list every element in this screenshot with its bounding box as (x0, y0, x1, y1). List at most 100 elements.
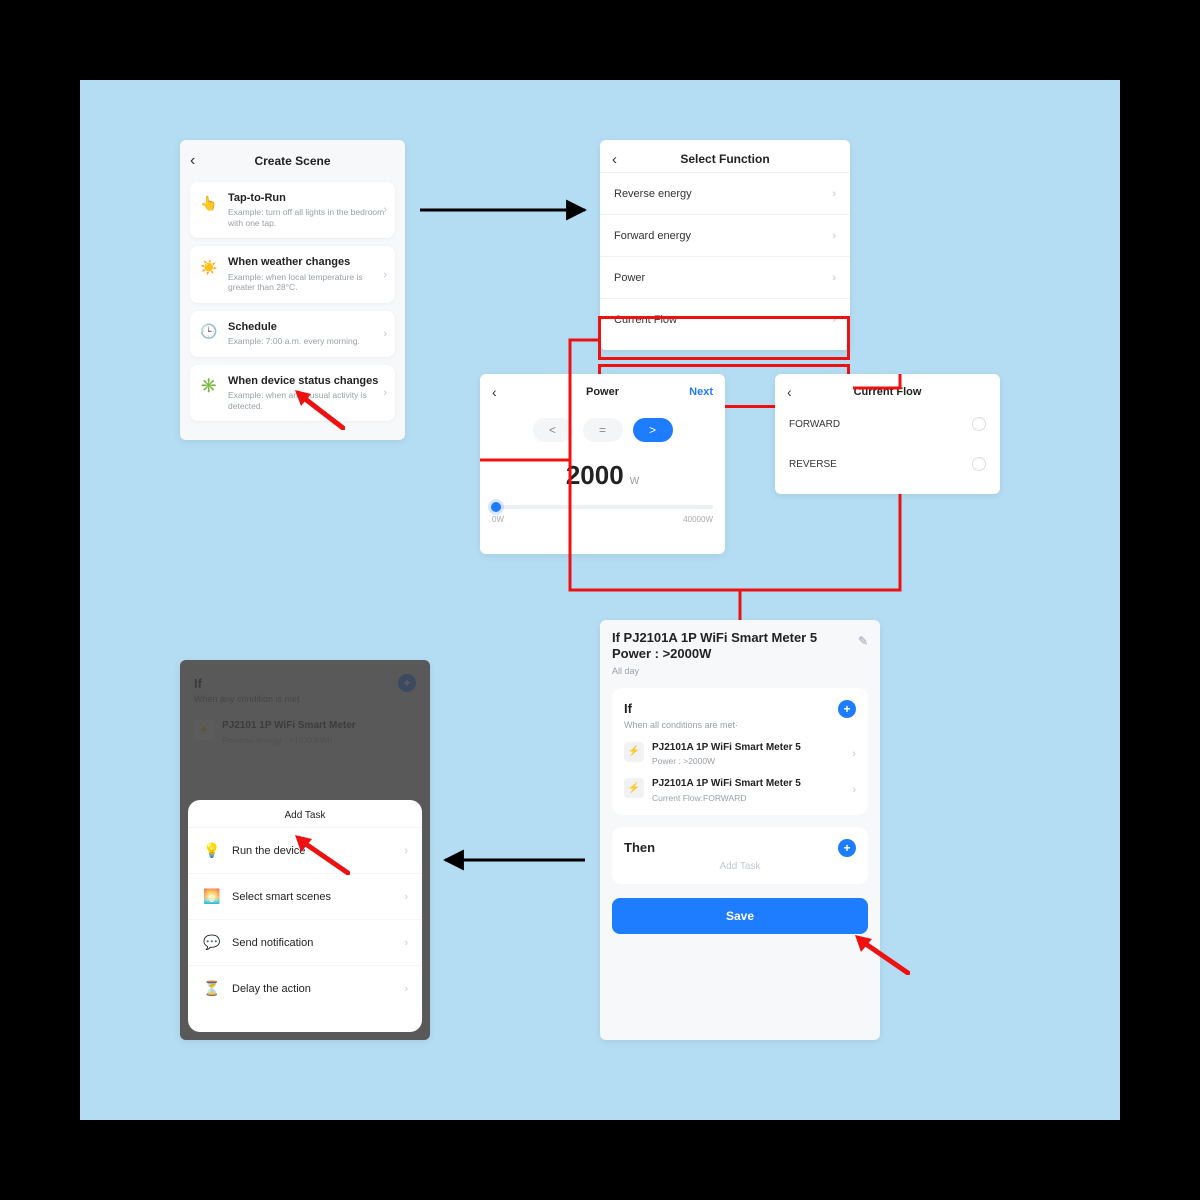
power-slider[interactable] (492, 505, 713, 509)
function-label: Reverse energy (614, 188, 692, 200)
back-icon[interactable]: ‹ (787, 384, 792, 400)
then-label: Then (624, 840, 655, 855)
op-equals[interactable]: = (583, 418, 623, 442)
task-label: Delay the action (232, 983, 311, 995)
scene-subtitle: All day (612, 666, 868, 676)
task-run-device[interactable]: 💡 Run the device › (188, 827, 422, 873)
option-subtitle: Example: 7:00 a.m. every morning. (228, 336, 387, 347)
add-condition-button[interactable]: + (838, 700, 856, 718)
device-icon: ⚡ (624, 778, 644, 798)
option-schedule[interactable]: 🕒 Schedule Example: 7:00 a.m. every morn… (190, 311, 395, 357)
function-forward-energy[interactable]: Forward energy › (600, 214, 850, 256)
radio-icon (972, 457, 986, 471)
bulb-icon: 💡 (202, 841, 222, 861)
range-min: 0W (492, 515, 504, 524)
power-value: 2000 (566, 460, 624, 491)
task-label: Select smart scenes (232, 891, 331, 903)
add-task-button[interactable]: + (838, 839, 856, 857)
range-max: 40000W (683, 515, 713, 524)
next-button[interactable]: Next (683, 386, 713, 398)
function-label: Forward energy (614, 230, 691, 242)
message-icon: 💬 (202, 933, 222, 953)
sunrise-icon: 🌅 (202, 887, 222, 907)
row-label: REVERSE (789, 459, 837, 470)
radio-icon (972, 417, 986, 431)
sun-icon: ☀️ (198, 256, 220, 278)
create-scene-panel: ‹ Create Scene 👆 Tap-to-Run Example: tur… (180, 140, 405, 440)
task-label: Run the device (232, 845, 305, 857)
select-function-panel: ‹ Select Function Reverse energy › Forwa… (600, 140, 850, 350)
edit-icon[interactable]: ✎ (858, 634, 868, 649)
power-panel: ‹ Power Next < = > 2000 W 0W 40000W (480, 374, 725, 554)
task-send-notification[interactable]: 💬 Send notification › (188, 919, 422, 965)
power-title: Power (586, 386, 619, 398)
condition-title: PJ2101A 1P WiFi Smart Meter 5 (652, 742, 801, 755)
current-flow-panel: ‹ Current Flow FORWARD REVERSE (775, 374, 1000, 494)
condition-sub: Current Flow:FORWARD (652, 793, 801, 803)
back-icon[interactable]: ‹ (190, 152, 195, 170)
tap-icon: 👆 (198, 192, 220, 214)
task-delay-action[interactable]: ⏳ Delay the action › (188, 965, 422, 1011)
chevron-right-icon: › (832, 230, 836, 242)
chevron-right-icon: › (404, 891, 408, 903)
option-title: When weather changes (228, 256, 387, 269)
chevron-right-icon: › (852, 748, 856, 760)
chevron-right-icon: › (832, 272, 836, 284)
option-title: Tap-to-Run (228, 192, 387, 205)
condition-sub: Power : >2000W (652, 756, 801, 766)
chevron-right-icon: › (832, 314, 836, 326)
option-weather-changes[interactable]: ☀️ When weather changes Example: when lo… (190, 246, 395, 302)
back-icon[interactable]: ‹ (612, 151, 617, 168)
option-tap-to-run[interactable]: 👆 Tap-to-Run Example: turn off all light… (190, 182, 395, 238)
then-card: Then + Add Task (612, 827, 868, 884)
option-subtitle: Example: turn off all lights in the bedr… (228, 207, 387, 228)
save-button[interactable]: Save (612, 898, 868, 934)
task-select-scenes[interactable]: 🌅 Select smart scenes › (188, 873, 422, 919)
scene-title: If PJ2101A 1P WiFi Smart Meter 5 Power :… (612, 630, 868, 663)
if-hint: When all conditions are met· (624, 720, 856, 730)
add-task-sheet: Add Task 💡 Run the device › 🌅 Select sma… (188, 800, 422, 1032)
chevron-right-icon: › (383, 328, 387, 340)
option-subtitle: Example: when an unusual activity is det… (228, 390, 387, 411)
option-device-status[interactable]: ✳️ When device status changes Example: w… (190, 365, 395, 421)
condition-row[interactable]: ⚡ PJ2101A 1P WiFi Smart Meter 5 Power : … (624, 742, 856, 767)
op-greater-than[interactable]: > (633, 418, 673, 442)
add-task-panel: If + When any condition is met ⚡ PJ2101 … (180, 660, 430, 1040)
slider-thumb[interactable] (491, 502, 501, 512)
task-label: Send notification (232, 937, 313, 949)
device-icon: ⚡ (624, 742, 644, 762)
flow-reverse[interactable]: REVERSE (775, 444, 1000, 484)
option-subtitle: Example: when local temperature is great… (228, 272, 387, 293)
condition-row[interactable]: ⚡ PJ2101A 1P WiFi Smart Meter 5 Current … (624, 778, 856, 803)
row-label: FORWARD (789, 419, 840, 430)
select-function-title: Select Function (680, 152, 769, 166)
if-card: If + When all conditions are met· ⚡ PJ21… (612, 688, 868, 815)
pulse-icon: ✳️ (198, 375, 220, 397)
chevron-right-icon: › (383, 387, 387, 399)
sheet-title: Add Task (188, 800, 422, 827)
option-title: Schedule (228, 321, 387, 334)
function-current-flow[interactable]: Current Flow › (600, 298, 850, 340)
op-less-than[interactable]: < (533, 418, 573, 442)
chevron-right-icon: › (404, 845, 408, 857)
clock-icon: 🕒 (198, 321, 220, 343)
flow-forward[interactable]: FORWARD (775, 404, 1000, 444)
function-power[interactable]: Power › (600, 256, 850, 298)
chevron-right-icon: › (404, 937, 408, 949)
power-unit: W (630, 476, 639, 487)
chevron-right-icon: › (852, 784, 856, 796)
chevron-right-icon: › (404, 983, 408, 995)
back-icon[interactable]: ‹ (492, 384, 522, 400)
chevron-right-icon: › (383, 269, 387, 281)
current-flow-title: Current Flow (854, 386, 922, 398)
chevron-right-icon: › (383, 204, 387, 216)
function-reverse-energy[interactable]: Reverse energy › (600, 172, 850, 214)
function-label: Current Flow (614, 314, 677, 326)
if-label: If (624, 701, 632, 716)
option-title: When device status changes (228, 375, 387, 388)
if-then-panel: If PJ2101A 1P WiFi Smart Meter 5 Power :… (600, 620, 880, 1040)
add-task-hint: Add Task (624, 861, 856, 872)
chevron-right-icon: › (832, 188, 836, 200)
hourglass-icon: ⏳ (202, 979, 222, 999)
condition-title: PJ2101A 1P WiFi Smart Meter 5 (652, 778, 801, 791)
